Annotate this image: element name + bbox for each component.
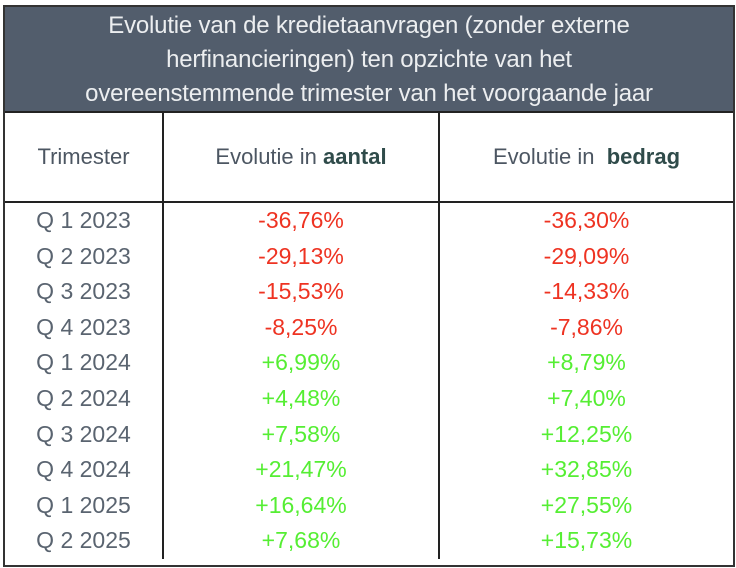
- cell-aantal: -15,53%: [164, 274, 440, 310]
- column-header-aantal: Evolutie in aantal: [164, 113, 440, 201]
- cell-bedrag: +15,73%: [540, 527, 633, 554]
- title-line: herfinancieringen) ten opzichte van het: [166, 46, 572, 73]
- cell-trimester: Q 4 2023: [5, 309, 164, 346]
- table-row: Q 3 2023 -15,53% -14,33%: [5, 274, 733, 310]
- cell-aantal: +6,99%: [164, 345, 440, 381]
- cell-trimester: Q 2 2024: [5, 380, 164, 417]
- cell-trimester: Q 4 2024: [5, 452, 164, 488]
- table-row: Q 1 2023 -36,76% -36,30%: [5, 203, 733, 239]
- table-row: Q 4 2023 -8,25% -7,86%: [5, 309, 733, 346]
- cell-aantal: +16,64%: [164, 487, 440, 524]
- cell-bedrag: -7,86%: [550, 313, 623, 340]
- title-line: Evolutie van de kredietaanvragen (zonder…: [108, 12, 630, 39]
- cell-bedrag: +12,25%: [540, 420, 633, 447]
- cell-trimester: Q 2 2025: [5, 523, 164, 559]
- evolution-table: Evolutie van de kredietaanvragen (zonder…: [3, 5, 735, 567]
- header-bold: bedrag: [606, 144, 681, 169]
- header-label: Trimester: [37, 144, 130, 169]
- cell-aantal: -36,76%: [164, 203, 440, 239]
- header-bold: aantal: [323, 144, 387, 169]
- title-line: overeenstemmende trimester van het voorg…: [85, 80, 653, 107]
- cell-aantal: +7,68%: [164, 523, 440, 559]
- column-header-bedrag: Evolutie in bedrag: [440, 113, 733, 201]
- table-row: Q 1 2025 +16,64% +27,55%: [5, 487, 733, 524]
- cell-trimester: Q 1 2025: [5, 487, 164, 524]
- cell-trimester: Q 3 2024: [5, 416, 164, 453]
- cell-aantal: +4,48%: [164, 380, 440, 417]
- header-label: Evolutie in: [492, 144, 607, 169]
- cell-bedrag: +7,40%: [547, 384, 626, 411]
- header-label: Evolutie in: [215, 144, 324, 169]
- cell-trimester: Q 1 2024: [5, 345, 164, 381]
- table-row: Q 2 2025 +7,68% +15,73%: [5, 523, 733, 559]
- cell-aantal: +21,47%: [164, 452, 440, 488]
- cell-trimester: Q 2 2023: [5, 238, 164, 275]
- table-body: Q 1 2023 -36,76% -36,30% Q 2 2023 -29,13% -29…: [5, 203, 733, 559]
- table-row: Q 2 2024 +4,48% +7,40%: [5, 380, 733, 417]
- table-row: Q 2 2023 -29,13% -29,09%: [5, 238, 733, 275]
- table-title: Evolutie van de kredietaanvragen (zonder…: [5, 7, 733, 113]
- column-header-row: Trimester Evolutie in aantal Evolutie in…: [5, 113, 733, 203]
- table-row: Q 3 2024 +7,58% +12,25%: [5, 416, 733, 453]
- table-row: Q 1 2024 +6,99% +8,79%: [5, 345, 733, 381]
- cell-bedrag: -29,09%: [543, 242, 630, 269]
- cell-bedrag: -36,30%: [543, 207, 630, 233]
- cell-trimester: Q 3 2023: [5, 274, 164, 310]
- cell-aantal: -8,25%: [164, 309, 440, 346]
- cell-trimester: Q 1 2023: [5, 203, 164, 239]
- cell-aantal: -29,13%: [164, 238, 440, 275]
- cell-aantal: +7,58%: [164, 416, 440, 453]
- column-header-trimester: Trimester: [5, 113, 164, 201]
- cell-bedrag: +32,85%: [540, 456, 633, 483]
- cell-bedrag: +27,55%: [540, 491, 633, 518]
- cell-bedrag: +8,79%: [547, 349, 626, 376]
- table-row: Q 4 2024 +21,47% +32,85%: [5, 452, 733, 488]
- cell-bedrag: -14,33%: [543, 278, 630, 305]
